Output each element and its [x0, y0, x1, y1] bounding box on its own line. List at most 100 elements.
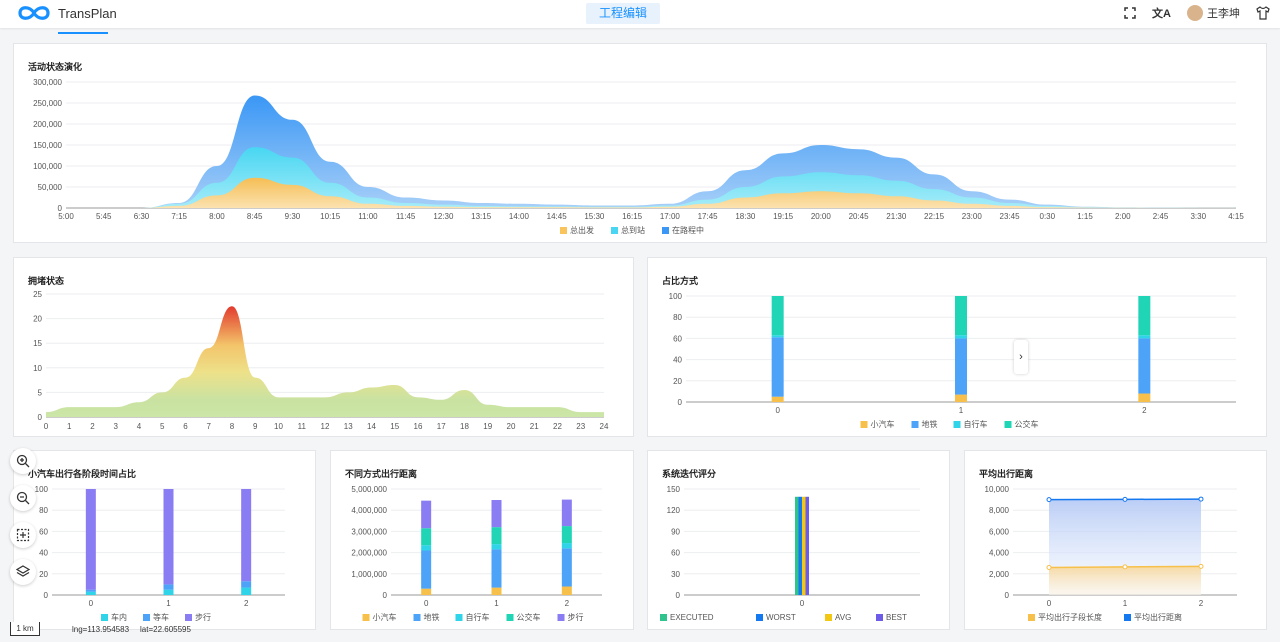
x-tick-label: 3:30 [1190, 212, 1206, 221]
series-point [1198, 496, 1204, 502]
x-tick-label: 21:30 [886, 212, 907, 221]
x-tick-label: 17 [437, 422, 446, 431]
x-tick-label: 20 [507, 422, 516, 431]
x-tick-label: 20:00 [811, 212, 832, 221]
legend-swatch [876, 614, 883, 621]
legend-swatch [557, 614, 565, 621]
legend-label: 平均出行距离 [1134, 612, 1182, 622]
tab-project-edit[interactable]: 工程编辑 [586, 3, 660, 24]
series-area-2 [66, 95, 1236, 208]
bar-segment [421, 550, 432, 589]
x-tick-label: 1:15 [1077, 212, 1093, 221]
y-tick-label: 150 [667, 485, 681, 494]
bar-segment [1138, 335, 1151, 339]
panel-title: 平均出行距离 [979, 469, 1034, 479]
bar-segment [771, 335, 784, 338]
y-tick-label: 2,000,000 [351, 549, 387, 558]
panel-expand-handle[interactable]: › [1014, 340, 1028, 374]
x-tick-label: 16:15 [622, 212, 643, 221]
legend-swatch [362, 614, 370, 621]
bar-segment [85, 589, 96, 592]
x-tick-label: 8 [230, 422, 235, 431]
bar-segment [241, 581, 252, 588]
x-tick-label: 20:45 [849, 212, 870, 221]
legend-swatch [413, 614, 421, 621]
panel-congestion: 拥堵状态 0 5 10 15 20 25 0 1 2 3 4 5 6 7 8 9 10 11 12 13 14 15 16 1… [13, 257, 634, 437]
y-tick-label: 60 [673, 334, 682, 343]
y-tick-label: 60 [671, 549, 680, 558]
x-tick-label: 14:45 [547, 212, 568, 221]
x-tick-label: 23 [576, 422, 585, 431]
zoom-in-button[interactable] [10, 448, 36, 474]
y-tick-label: 5,000,000 [351, 485, 387, 494]
bar-segment [163, 589, 174, 595]
y-tick-label: 0 [38, 413, 43, 422]
top-right-tools: 文A 王李坤 [1124, 5, 1270, 21]
bar [802, 496, 806, 595]
y-tick-label: 120 [667, 506, 681, 515]
bar-segment [955, 296, 967, 336]
bar-segment [421, 500, 432, 529]
y-tick-label: 80 [39, 506, 48, 515]
top-bar: TransPlan 工程编辑 文A 王李坤 [0, 0, 1280, 28]
brand[interactable]: TransPlan [16, 3, 117, 23]
x-tick-label: 11:00 [358, 212, 378, 221]
legend-swatch [1124, 614, 1131, 621]
zoom-in-icon [16, 454, 30, 468]
bar-segment [771, 396, 784, 402]
x-tick-label: 17:45 [698, 212, 719, 221]
panel-title: 小汽车出行各阶段时间占比 [28, 469, 137, 479]
x-tick-label: 4:15 [1228, 212, 1244, 221]
x-tick-label: 9 [253, 422, 258, 431]
bar-segment [491, 549, 502, 588]
fullscreen-icon[interactable] [1124, 7, 1136, 19]
legend-label: 平均出行子段长度 [1038, 612, 1102, 622]
y-tick-label: 20 [39, 570, 48, 579]
zoom-out-button[interactable] [10, 485, 36, 511]
y-tick-label: 100 [669, 292, 683, 301]
x-tick-label: 0 [44, 422, 49, 431]
shirt-icon[interactable] [1256, 6, 1270, 20]
x-tick-label: 3 [114, 422, 119, 431]
bar-segment [163, 489, 174, 585]
x-tick-label: 0 [424, 599, 429, 608]
tab-underline [58, 32, 108, 34]
x-tick-label: 19:15 [773, 212, 794, 221]
select-area-button[interactable] [10, 522, 36, 548]
series-area-0 [66, 177, 1236, 208]
x-tick-label: 15:30 [584, 212, 605, 221]
x-tick-label: 22:15 [924, 212, 945, 221]
carstage-chart: 0 20 40 60 80 100 0 1 2 车内 等车 步行 [35, 485, 285, 622]
x-tick-label: 5:45 [96, 212, 112, 221]
y-tick-label: 0 [678, 398, 683, 407]
x-tick-label: 8:00 [209, 212, 225, 221]
x-tick-label: 15 [390, 422, 399, 431]
layers-icon [16, 565, 30, 577]
legend-swatch [1004, 421, 1012, 428]
y-tick-label: 0 [383, 591, 388, 600]
legend-label: AVG [835, 613, 851, 622]
legend-swatch [660, 614, 667, 621]
congestion-area [46, 306, 604, 417]
legend-label: 小汽车 [871, 419, 895, 429]
activity-chart: 0 50,000 100,000 150,000 200,000 250,000 300,0… [33, 78, 1244, 235]
x-tick-label: 21 [530, 422, 539, 431]
legend-label: 自行车 [466, 612, 490, 622]
select-area-icon [16, 528, 30, 542]
map-lat: lat=22.605595 [140, 625, 191, 634]
translate-icon[interactable]: 文A [1152, 8, 1171, 20]
layers-button[interactable] [10, 559, 36, 585]
x-tick-label: 2 [90, 422, 95, 431]
legend-label: 地铁 [922, 419, 938, 429]
x-tick-label: 11:45 [396, 212, 416, 221]
panel-title: 不同方式出行距离 [345, 469, 418, 479]
series-point [1198, 563, 1204, 569]
x-tick-label: 24 [600, 422, 609, 431]
x-tick-label: 2:00 [1115, 212, 1131, 221]
user-menu[interactable]: 王李坤 [1187, 5, 1240, 21]
modeshare-chart: 0 20 40 60 80 100 0 1 2 小汽车 地铁 自行车 公交车 [669, 292, 1236, 429]
y-tick-label: 3,000,000 [351, 527, 387, 536]
legend-label: 自行车 [964, 419, 988, 429]
legend-label: 车内 [111, 612, 127, 622]
